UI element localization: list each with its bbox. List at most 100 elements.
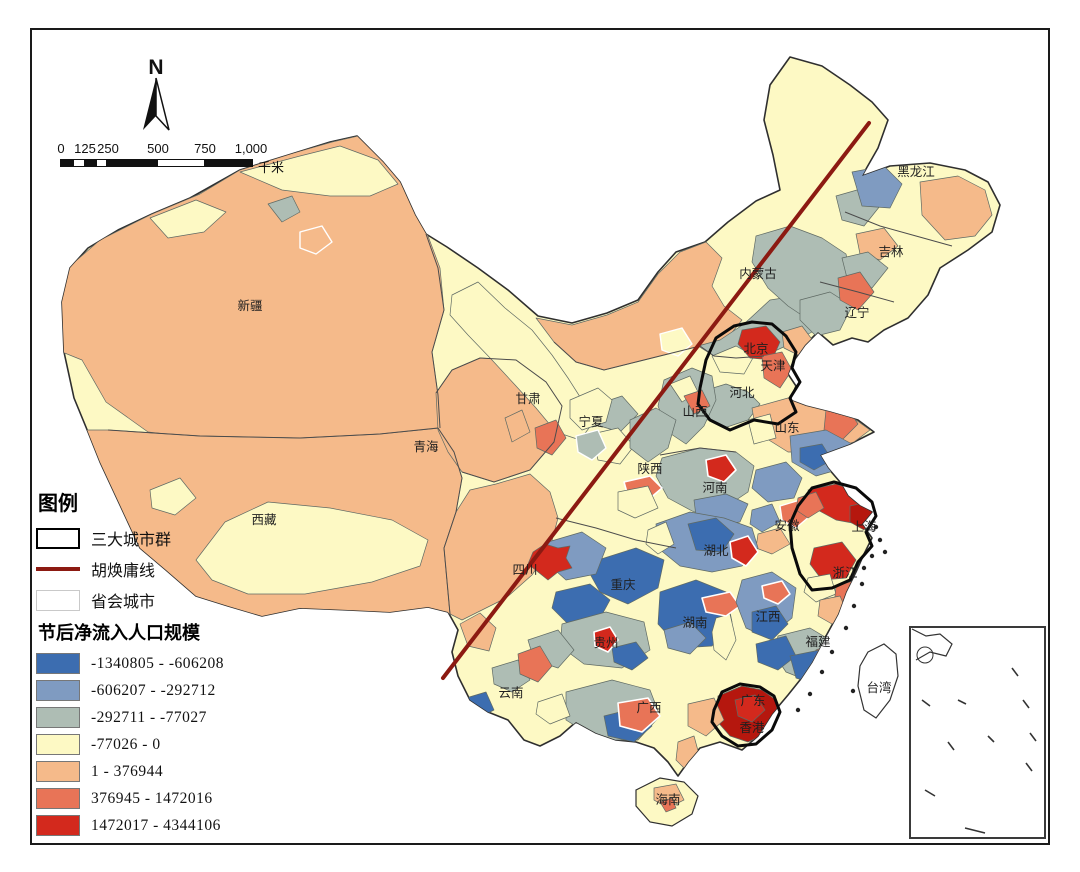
province-label: 台湾 [866,680,891,695]
scale-bar-segment [60,159,73,167]
province-border [844,211,953,247]
legend-item-label: 胡焕庸线 [91,563,156,580]
scale-unit: 千米 [258,160,285,175]
prd-red-core [734,694,766,723]
chongqing-blue [589,547,665,605]
tibet-west-yellow [149,477,197,516]
scale-bar-segment [85,159,96,167]
fujian-blue [755,635,797,671]
province-label: 广西 [636,701,661,715]
legend-class-row: -292711 - -77027 [36,707,306,728]
province-label: 浙江 [832,565,857,580]
xiamen-salmon [795,677,823,705]
province-label: 山东 [774,421,799,435]
north-arrow-left [143,78,156,130]
province-label: 江西 [755,610,780,624]
legend-item-capitals: 省会城市 [36,588,306,612]
legend-item-label: 三大城市群 [91,532,172,549]
scale-tick-label: 125 [74,141,96,156]
gansu-peach-patch [504,409,531,443]
inset-dash [1022,699,1030,709]
west-sichuan [443,473,559,621]
xinjiang-gray-patch [267,195,301,223]
province-label: 青海 [413,439,439,454]
scale-bar-segment [157,159,205,167]
province-label: 云南 [498,685,523,700]
legend-item-label: 省会城市 [91,594,156,611]
province-label: 福建 [805,634,831,649]
inset-dash [1011,667,1019,677]
inset-dash [947,741,955,751]
legend-class-label: -77026 - 0 [91,735,161,753]
legend-item-city-clusters: 三大城市群 [36,526,306,550]
province-label: 辽宁 [844,305,869,320]
small-island [819,669,825,675]
taiwan-island [857,643,899,719]
guizhou-blue [611,641,649,671]
legend-item-hu-line: 胡焕庸线 [36,557,306,581]
hunan-blue [663,621,707,655]
small-island [877,537,883,543]
hangzhou-red [809,541,857,581]
legend-class-swatch [36,815,80,836]
province-border [553,341,765,371]
scale-tick-label: 250 [97,141,119,156]
urumqi [299,225,333,255]
province-label: 四川 [512,563,537,577]
jiamusi-peach [919,175,993,241]
north-label: N [148,56,163,79]
province-label: 河南 [702,480,727,495]
province-label: 黑龙江 [897,165,935,179]
north-arrow-right [155,77,170,131]
inset-dash [987,735,995,743]
zhengzhou [705,454,737,483]
province-label: 天津 [760,359,785,373]
province-border [425,233,445,429]
nanchang [761,580,791,605]
inset-dash [957,699,967,705]
province-border [659,447,737,456]
liaoning-gray [799,291,853,337]
kunming [517,645,553,683]
legend-title: 图例 [38,493,78,515]
scale-bar: 0 125 250 500 750 1,000 千米 [0,0,320,175]
hebei-yellow [711,345,755,375]
province-border [819,281,895,303]
scale-bar-segment [107,159,157,167]
fujian-ne-red [833,617,853,639]
legend-class-swatch [36,707,80,728]
small-island [829,649,835,655]
legend-class-row: -606207 - -292712 [36,680,306,701]
yinchuan [575,429,607,461]
pearl-delta-cluster [710,682,782,748]
province-border [437,427,463,615]
legend-class-label: -606207 - -292712 [91,681,216,699]
yangtze-delta-cluster [788,480,878,592]
legend-class-swatch [36,734,80,755]
legend-class-swatch [36,788,80,809]
small-island [851,603,857,609]
jingjinji-cluster [696,320,802,432]
gansu-corridor-yellow [449,281,593,441]
province-label: 西藏 [251,513,277,527]
province-label: 北京 [743,342,768,356]
n-xinjiang-yellow [239,145,399,197]
small-island [843,625,849,631]
province-label: 内蒙古 [739,266,777,281]
choropleth-title: 节后净流入人口规模 [38,623,200,643]
small-island [882,549,888,555]
capital-swatch [36,589,80,611]
scale-tick-label: 500 [147,141,169,156]
province-label: 山西 [682,405,707,419]
hubei-blue-dark [687,517,735,553]
anhui-blue [751,461,803,503]
region-layer [62,135,993,773]
legend-class-swatch [36,680,80,701]
hu-line-swatch [36,567,80,571]
legend-class-label: -1340805 - -606208 [91,654,224,672]
ili-yellow [149,199,227,239]
province-label: 广东 [740,694,765,708]
scale-tick-label: 1,000 [234,141,268,156]
